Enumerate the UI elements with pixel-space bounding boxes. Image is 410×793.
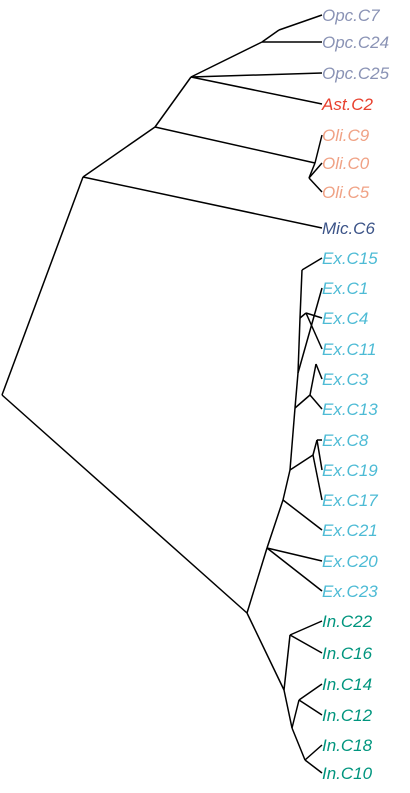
tree-edge-30 [299,312,307,319]
leaf-label-opc-c25: Opc.C25 [322,64,390,83]
leaf-label-ex-c8: Ex.C8 [322,431,369,450]
tree-edge-46 [291,727,306,761]
tree-edge-34 [309,363,317,396]
leaf-label-in-c12: In.C12 [322,706,373,725]
tree-edge-6 [190,41,263,78]
leaf-label-ex-c3: Ex.C3 [322,370,369,389]
tree-edge-7 [190,72,323,78]
leaf-label-mic-c6: Mic.C6 [322,219,375,238]
tree-edge-1 [1,394,248,614]
tree-edge-42 [283,689,293,729]
leaf-label-in-c18: In.C18 [322,736,373,755]
leaf-label-oli-c9: Oli.C9 [322,126,370,145]
tree-edge-0 [1,176,84,396]
tree-edge-49 [304,744,323,761]
tree-edge-29 [299,269,303,319]
leaf-label-ex-c1: Ex.C1 [322,279,368,298]
tree-edge-48 [298,699,323,716]
leaf-label-in-c14: In.C14 [322,675,372,694]
tree-edge-38 [312,454,323,501]
tree-edge-47 [298,683,323,701]
tree-edge-28 [297,287,323,374]
tree-edge-22 [282,499,323,531]
leaf-label-ex-c20: Ex.C20 [322,552,378,571]
tree-edge-13 [308,162,316,179]
tree-edge-19 [266,547,323,562]
tree-edge-18 [266,499,284,549]
leaf-label-ex-c4: Ex.C4 [322,309,368,328]
tree-edge-23 [289,407,296,471]
dendrogram-leaf-labels: Opc.C7 Opc.C24 Opc.C25 Ast.C2 Oli.C9 Oli.C0 Ol… [321,6,390,783]
tree-edge-21 [282,469,291,501]
tree-edge-37 [312,439,318,456]
leaf-label-opc-c7: Opc.C7 [322,6,380,25]
tree-edge-12 [314,134,323,164]
tree-edge-31 [301,257,323,271]
leaf-label-ex-c23: Ex.C23 [322,582,378,601]
tree-edge-17 [246,612,285,691]
leaf-label-in-c22: In.C22 [322,612,373,631]
tree-edge-4 [154,76,192,128]
tree-edge-43 [289,620,323,636]
tree-edge-20 [266,547,323,592]
leaf-label-opc-c24: Opc.C24 [322,33,389,52]
tree-edge-14 [308,162,323,179]
leaf-label-in-c10: In.C10 [322,764,373,783]
tree-edge-11 [278,14,323,31]
leaf-label-ex-c19: Ex.C19 [322,461,378,480]
tree-edge-25 [294,372,299,409]
tree-edge-24 [289,454,314,471]
tree-edge-16 [246,547,268,614]
leaf-label-ex-c17: Ex.C17 [322,491,378,510]
tree-edge-41 [283,634,291,691]
leaf-label-oli-c0: Oli.C0 [322,154,370,173]
tree-edge-40 [316,439,323,471]
tree-edge-33 [305,312,323,350]
tree-edge-15 [308,177,323,193]
tree-edge-27 [297,317,301,374]
tree-edge-50 [304,759,323,774]
tree-edge-45 [291,699,300,729]
tree-edge-26 [294,394,311,409]
dendrogram-edges [1,14,323,774]
leaf-label-ex-c15: Ex.C15 [322,249,378,268]
leaf-label-ex-c11: Ex.C11 [322,340,377,359]
tree-edge-36 [315,363,323,380]
tree-edge-5 [154,126,316,164]
leaf-label-in-c16: In.C16 [322,644,373,663]
leaf-label-ast-c2: Ast.C2 [321,95,374,114]
tree-edge-9 [261,29,280,43]
tree-edge-3 [82,176,323,229]
tree-edge-44 [289,634,323,654]
tree-edge-8 [190,76,323,105]
leaf-label-oli-c5: Oli.C5 [322,183,370,202]
tree-edge-2 [82,126,156,178]
leaf-label-ex-c13: Ex.C13 [322,400,378,419]
tree-edge-32 [305,312,323,319]
tree-edge-35 [309,394,323,410]
leaf-label-ex-c21: Ex.C21 [322,521,378,540]
